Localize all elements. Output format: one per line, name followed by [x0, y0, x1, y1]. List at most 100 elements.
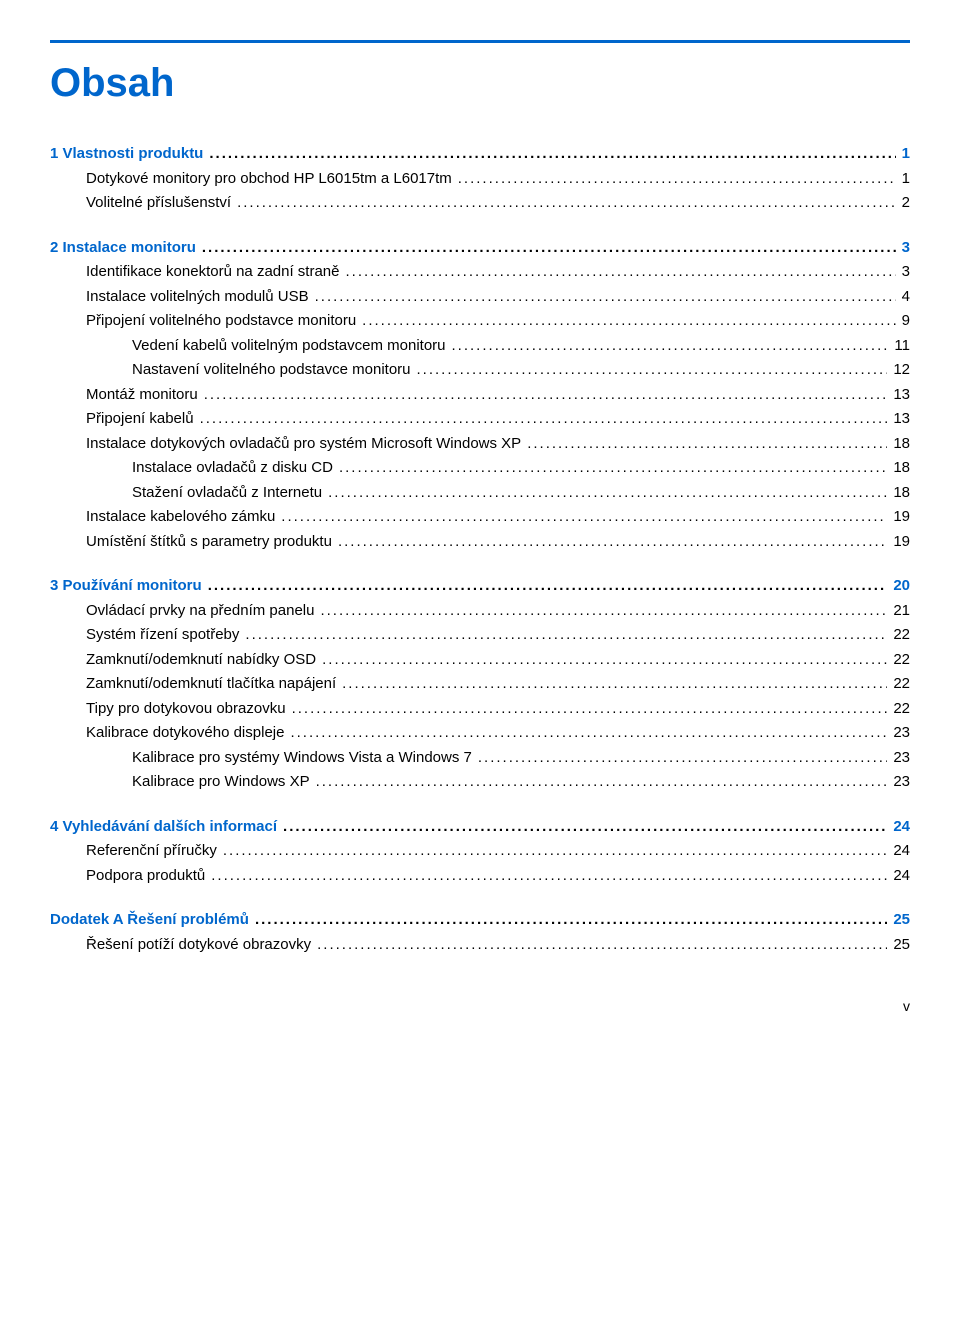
toc-chapter: Dodatek A Řešení problémů25Řešení potíží…: [50, 909, 910, 956]
leader-dots: [211, 865, 887, 888]
leader-dots: [290, 722, 887, 745]
title-rule: [50, 40, 910, 43]
toc-entry-label: Připojení kabelů: [86, 408, 194, 431]
leader-dots: [283, 816, 887, 839]
toc-entry[interactable]: Nastavení volitelného podstavce monitoru…: [50, 359, 910, 382]
toc-entry-page: 1: [902, 168, 910, 191]
toc-entry[interactable]: Instalace volitelných modulů USB 4: [50, 286, 910, 309]
leader-dots: [339, 457, 887, 480]
toc-entry-page: 19: [893, 506, 910, 529]
toc-entry-page: 2: [902, 192, 910, 215]
toc-entry[interactable]: Řešení potíží dotykové obrazovky 25: [50, 934, 910, 957]
page-title: Obsah: [50, 53, 910, 113]
leader-dots: [316, 771, 888, 794]
toc-entry[interactable]: Tipy pro dotykovou obrazovku22: [50, 698, 910, 721]
toc-entry-page: 4: [902, 286, 910, 309]
toc-entry-page: 22: [893, 698, 910, 721]
toc-chapter: 1 Vlastnosti produktu 1 Dotykové monitory …: [50, 143, 910, 215]
leader-dots: [527, 433, 887, 456]
toc-entry-label: Instalace dotykových ovladačů pro systém…: [86, 433, 521, 456]
toc-entry[interactable]: Stažení ovladačů z Internetu18: [50, 482, 910, 505]
toc-entry-label: Instalace ovladačů z disku CD: [132, 457, 333, 480]
toc-entry-page: 22: [893, 649, 910, 672]
leader-dots: [237, 192, 896, 215]
toc-entry-label: Zamknutí/odemknutí nabídky OSD: [86, 649, 316, 672]
toc-entry[interactable]: Vedení kabelů volitelným podstavcem moni…: [50, 335, 910, 358]
leader-dots: [223, 840, 887, 863]
toc-entry-label: 3 Používání monitoru: [50, 575, 202, 598]
toc-entry-label: Instalace volitelných modulů USB: [86, 286, 309, 309]
toc-entry[interactable]: Připojení kabelů 13: [50, 408, 910, 431]
toc-entry-label: Montáž monitoru: [86, 384, 198, 407]
toc-entry-page: 12: [893, 359, 910, 382]
toc-entry-label: Kalibrace pro Windows XP: [132, 771, 310, 794]
toc-entry-label: Připojení volitelného podstavce monitoru: [86, 310, 356, 333]
toc-entry-page: 13: [893, 408, 910, 431]
toc-entry-page: 22: [893, 624, 910, 647]
toc-chapter-heading[interactable]: Dodatek A Řešení problémů 25: [50, 909, 910, 932]
toc-entry[interactable]: Instalace kabelového zámku19: [50, 506, 910, 529]
table-of-contents: 1 Vlastnosti produktu 1 Dotykové monitory …: [50, 143, 910, 956]
toc-entry-label: Identifikace konektorů na zadní straně: [86, 261, 340, 284]
toc-entry-page: 18: [893, 482, 910, 505]
toc-entry-label: Dotykové monitory pro obchod HP L6015tm …: [86, 168, 452, 191]
toc-entry-label: Umístění štítků s parametry produktu: [86, 531, 332, 554]
leader-dots: [328, 482, 887, 505]
toc-entry-page: 21: [893, 600, 910, 623]
toc-entry[interactable]: Dotykové monitory pro obchod HP L6015tm …: [50, 168, 910, 191]
toc-entry[interactable]: Kalibrace dotykového displeje 23: [50, 722, 910, 745]
toc-entry-page: 25: [893, 909, 910, 932]
toc-entry[interactable]: Instalace ovladačů z disku CD18: [50, 457, 910, 480]
toc-entry-page: 9: [902, 310, 910, 333]
toc-entry[interactable]: Identifikace konektorů na zadní straně3: [50, 261, 910, 284]
toc-entry-page: 25: [893, 934, 910, 957]
toc-entry-label: Dodatek A Řešení problémů: [50, 909, 249, 932]
leader-dots: [204, 384, 888, 407]
toc-entry-label: 1 Vlastnosti produktu: [50, 143, 203, 166]
toc-chapter-heading[interactable]: 2 Instalace monitoru3: [50, 237, 910, 260]
toc-entry[interactable]: Ovládací prvky na předním panelu21: [50, 600, 910, 623]
leader-dots: [346, 261, 896, 284]
toc-chapter-heading[interactable]: 3 Používání monitoru 20: [50, 575, 910, 598]
toc-chapter: 4 Vyhledávání dalších informací24Referen…: [50, 816, 910, 888]
toc-entry[interactable]: Kalibrace pro Windows XP23: [50, 771, 910, 794]
toc-entry[interactable]: Podpora produktů 24: [50, 865, 910, 888]
toc-entry[interactable]: Připojení volitelného podstavce monitoru…: [50, 310, 910, 333]
toc-entry[interactable]: Zamknutí/odemknutí tlačítka napájení22: [50, 673, 910, 696]
leader-dots: [245, 624, 887, 647]
toc-entry-label: Řešení potíží dotykové obrazovky: [86, 934, 311, 957]
toc-chapter-heading[interactable]: 1 Vlastnosti produktu 1: [50, 143, 910, 166]
toc-entry[interactable]: Instalace dotykových ovladačů pro systém…: [50, 433, 910, 456]
leader-dots: [255, 909, 887, 932]
toc-entry-label: Podpora produktů: [86, 865, 205, 888]
toc-entry[interactable]: Zamknutí/odemknutí nabídky OSD 22: [50, 649, 910, 672]
toc-entry-label: Volitelné příslušenství: [86, 192, 231, 215]
toc-entry-label: Referenční příručky: [86, 840, 217, 863]
toc-entry[interactable]: Montáž monitoru13: [50, 384, 910, 407]
toc-entry-page: 18: [893, 433, 910, 456]
toc-entry-page: 23: [893, 722, 910, 745]
leader-dots: [417, 359, 888, 382]
leader-dots: [317, 934, 887, 957]
leader-dots: [208, 575, 888, 598]
toc-entry-page: 23: [893, 747, 910, 770]
toc-entry[interactable]: Systém řízení spotřeby22: [50, 624, 910, 647]
leader-dots: [338, 531, 887, 554]
toc-entry-label: Vedení kabelů volitelným podstavcem moni…: [132, 335, 446, 358]
toc-entry[interactable]: Referenční příručky24: [50, 840, 910, 863]
toc-entry-label: Kalibrace dotykového displeje: [86, 722, 284, 745]
toc-entry-label: Nastavení volitelného podstavce monitoru: [132, 359, 411, 382]
leader-dots: [478, 747, 887, 770]
toc-entry[interactable]: Kalibrace pro systémy Windows Vista a Wi…: [50, 747, 910, 770]
leader-dots: [322, 649, 887, 672]
toc-chapter-heading[interactable]: 4 Vyhledávání dalších informací24: [50, 816, 910, 839]
toc-entry-page: 11: [894, 335, 910, 358]
leader-dots: [362, 310, 895, 333]
toc-entry-page: 19: [893, 531, 910, 554]
toc-entry-page: 1: [902, 143, 910, 166]
toc-entry[interactable]: Umístění štítků s parametry produktu 19: [50, 531, 910, 554]
toc-entry-page: 24: [893, 865, 910, 888]
leader-dots: [202, 237, 896, 260]
toc-entry[interactable]: Volitelné příslušenství 2: [50, 192, 910, 215]
toc-entry-page: 20: [893, 575, 910, 598]
